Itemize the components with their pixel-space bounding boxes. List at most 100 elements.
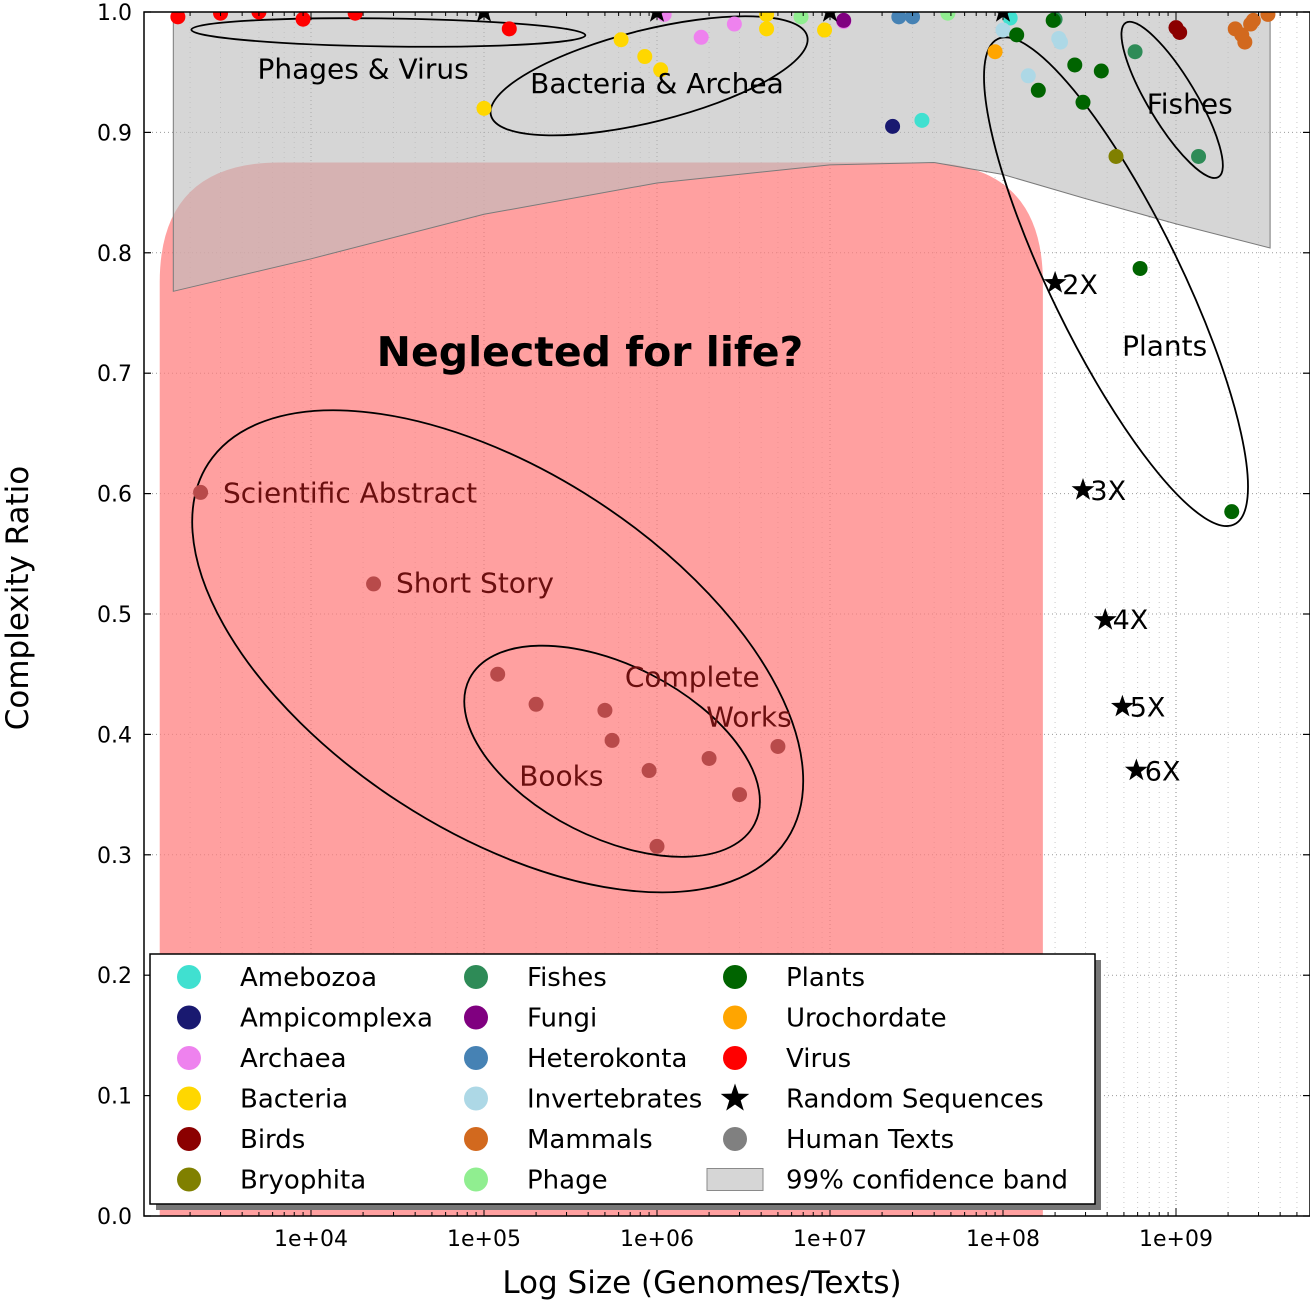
point-invertebrates [995, 22, 1011, 38]
point-urochordate [987, 44, 1003, 60]
point-human-texts [366, 576, 382, 592]
legend-marker [177, 1086, 201, 1111]
y-tick-label: 0.9 [97, 121, 132, 146]
region-label: Plants [1122, 330, 1207, 363]
y-tick-label: 0.4 [97, 723, 132, 748]
ellipse-bacteria-archea [489, 15, 809, 137]
x-tick-label: 1e+07 [793, 1227, 867, 1252]
text-label: Complete [625, 661, 760, 694]
point-virus [347, 12, 363, 21]
point-random-sequences [995, 12, 1011, 22]
legend-label: Fishes [527, 963, 607, 993]
legend-marker [723, 1046, 747, 1070]
y-tick-label: 0.0 [97, 1205, 132, 1230]
legend-label: 99% confidence band [786, 1166, 1068, 1196]
point-heterokonta [891, 12, 907, 25]
legend-label: Invertebrates [527, 1085, 702, 1115]
legend-label: Urochordate [786, 1004, 947, 1034]
point-fishes [1191, 148, 1207, 164]
point-bacteria [653, 62, 669, 78]
neglected-region [159, 162, 1043, 1216]
point-amebozoa [914, 112, 930, 128]
legend-label: Birds [240, 1125, 305, 1155]
legend: Amebozoa Ampicomplexa Archaea Bacteria Birds… [149, 953, 1101, 1210]
point-archaea [693, 29, 709, 45]
point-mammals [1260, 12, 1276, 22]
text-label: Short Story [396, 567, 554, 600]
legend-marker [464, 1005, 488, 1030]
x-axis-title: Log Size (Genomes/Texts) [502, 1265, 901, 1301]
point-human-texts [597, 702, 613, 718]
region-label: Fishes [1147, 88, 1233, 121]
point-plants [1045, 12, 1061, 28]
legend-band-swatch [706, 1168, 764, 1191]
point-random-sequences [822, 12, 838, 22]
legend-marker [177, 1005, 201, 1030]
point-random-sequences [1071, 478, 1095, 500]
point-bacteria [817, 22, 833, 38]
x-tick-label: 1e+05 [447, 1227, 521, 1252]
point-plants [1132, 260, 1148, 276]
point-fishes [1127, 44, 1143, 60]
point-bacteria [613, 32, 629, 48]
y-tick-label: 0.1 [97, 1085, 132, 1110]
confidence-band [172, 12, 1271, 292]
legend-star-icon [720, 1083, 750, 1111]
data-points [170, 12, 1276, 854]
point-human-texts [528, 696, 544, 712]
multiplier-label: 5X [1130, 693, 1166, 724]
legend-marker [723, 1127, 747, 1151]
legend-label: Bacteria [240, 1085, 348, 1115]
point-random-sequences [1111, 694, 1134, 717]
point-random-sequences [649, 12, 665, 22]
neglected-label: Neglected for life? [377, 328, 804, 376]
region-label: Bacteria & Archea [530, 67, 784, 100]
x-tick-label: 1e+04 [274, 1227, 348, 1252]
point-human-texts [649, 838, 665, 854]
ellipse-human-texts [191, 409, 805, 894]
point-random-sequences [1124, 758, 1148, 781]
legend-label: Amebozoa [240, 963, 377, 993]
legend-label: Ampicomplexa [240, 1004, 433, 1034]
point-bacteria [759, 21, 775, 37]
legend-marker [464, 965, 488, 989]
legend-marker [723, 1005, 747, 1030]
legend-label: Archaea [240, 1044, 347, 1074]
multiplier-label: 4X [1113, 605, 1149, 636]
point-plants [1093, 63, 1109, 79]
point-human-texts [193, 484, 209, 500]
annotation-labels: Phages & Virus Bacteria & Archea Fishes Pla… [223, 53, 1233, 793]
point-bryophita [1108, 148, 1124, 164]
point-bacteria [476, 100, 492, 116]
legend-box [149, 953, 1096, 1205]
legend-marker [464, 1167, 488, 1192]
legend-label: Phage [527, 1166, 608, 1196]
ellipse-phages-virus [190, 17, 587, 48]
point-bacteria [759, 12, 775, 22]
point-phage [940, 12, 956, 21]
ellipse-books [463, 644, 761, 858]
point-phage [793, 12, 809, 25]
point-random-sequences [1093, 608, 1117, 630]
point-human-texts [701, 750, 717, 766]
multiplier-label: 6X [1145, 757, 1181, 788]
point-plants [1075, 94, 1091, 110]
x-tick-label: 1e+08 [966, 1227, 1040, 1252]
point-plants [1067, 57, 1083, 73]
y-tick-label: 0.8 [97, 242, 132, 267]
legend-marker [464, 1127, 488, 1151]
point-human-texts [641, 763, 657, 779]
point-bacteria [637, 49, 653, 65]
point-virus [170, 12, 186, 25]
x-tick-label: 1e+09 [1139, 1227, 1213, 1252]
legend-marker [177, 965, 201, 989]
ellipse-plants [983, 36, 1249, 527]
legend-label: Heterokonta [527, 1044, 687, 1074]
point-human-texts [770, 738, 786, 754]
point-virus [213, 12, 229, 21]
y-tick-label: 0.5 [97, 603, 132, 628]
y-tick-label: 0.7 [97, 362, 132, 387]
point-invertebrates [1020, 68, 1036, 84]
legend-marker [177, 1167, 201, 1192]
multiplier-label: 3X [1090, 476, 1126, 507]
